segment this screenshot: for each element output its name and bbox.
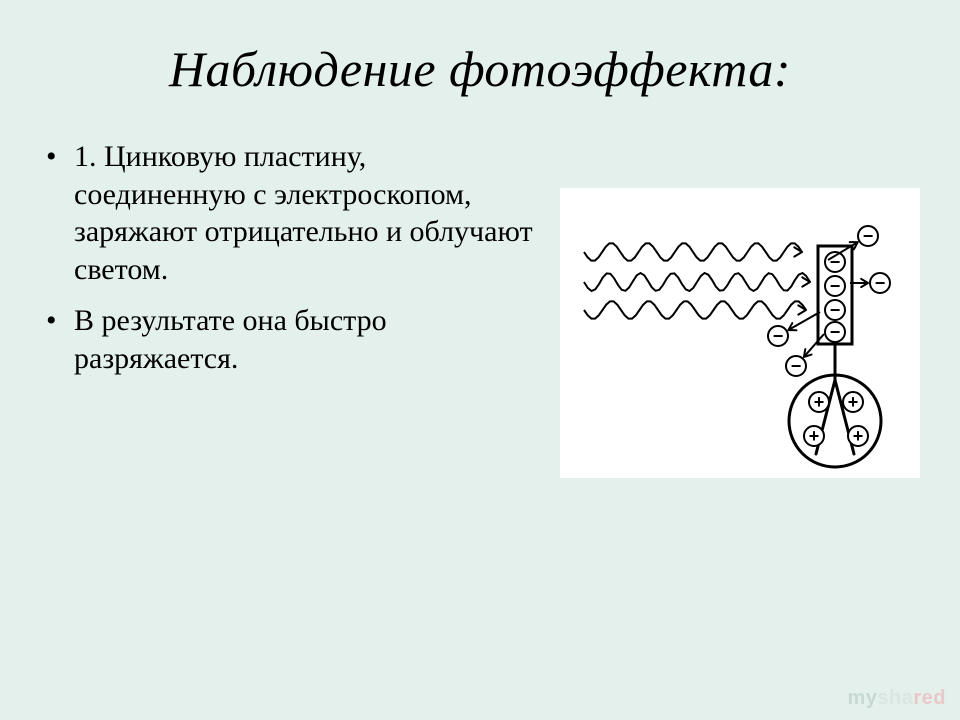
photoelectric-diagram: −−−−++++−−−− xyxy=(570,188,910,478)
slide-title: Наблюдение фотоэффекта: xyxy=(40,40,920,98)
svg-text:−: − xyxy=(830,300,841,320)
list-item: 1. Цинковую пластину, соединенную с элек… xyxy=(40,138,540,288)
slide: Наблюдение фотоэффекта: 1. Цинковую плас… xyxy=(0,0,960,720)
bullet-list: 1. Цинковую пластину, соединенную с элек… xyxy=(40,138,540,377)
text-column: 1. Цинковую пластину, соединенную с элек… xyxy=(40,138,540,391)
watermark: myshared xyxy=(848,687,947,710)
list-item: В результате она быстро разряжается. xyxy=(40,302,540,377)
watermark-part: my xyxy=(848,687,878,709)
diagram-column: −−−−++++−−−− xyxy=(560,138,920,478)
svg-text:−: − xyxy=(830,276,841,296)
bullet-text: 1. Цинковую пластину, соединенную с элек… xyxy=(74,140,533,286)
svg-text:+: + xyxy=(848,392,859,412)
svg-text:−: − xyxy=(830,322,841,342)
svg-text:−: − xyxy=(773,326,784,346)
watermark-part: sha xyxy=(877,687,913,709)
svg-text:−: − xyxy=(875,273,886,293)
watermark-part: red xyxy=(913,687,946,709)
svg-text:+: + xyxy=(814,392,825,412)
svg-text:+: + xyxy=(853,426,864,446)
svg-text:−: − xyxy=(863,226,874,246)
svg-text:+: + xyxy=(809,426,820,446)
bullet-text: В результате она быстро разряжается. xyxy=(74,304,387,375)
diagram-container: −−−−++++−−−− xyxy=(560,188,920,478)
svg-text:−: − xyxy=(791,356,802,376)
content-row: 1. Цинковую пластину, соединенную с элек… xyxy=(40,138,920,478)
